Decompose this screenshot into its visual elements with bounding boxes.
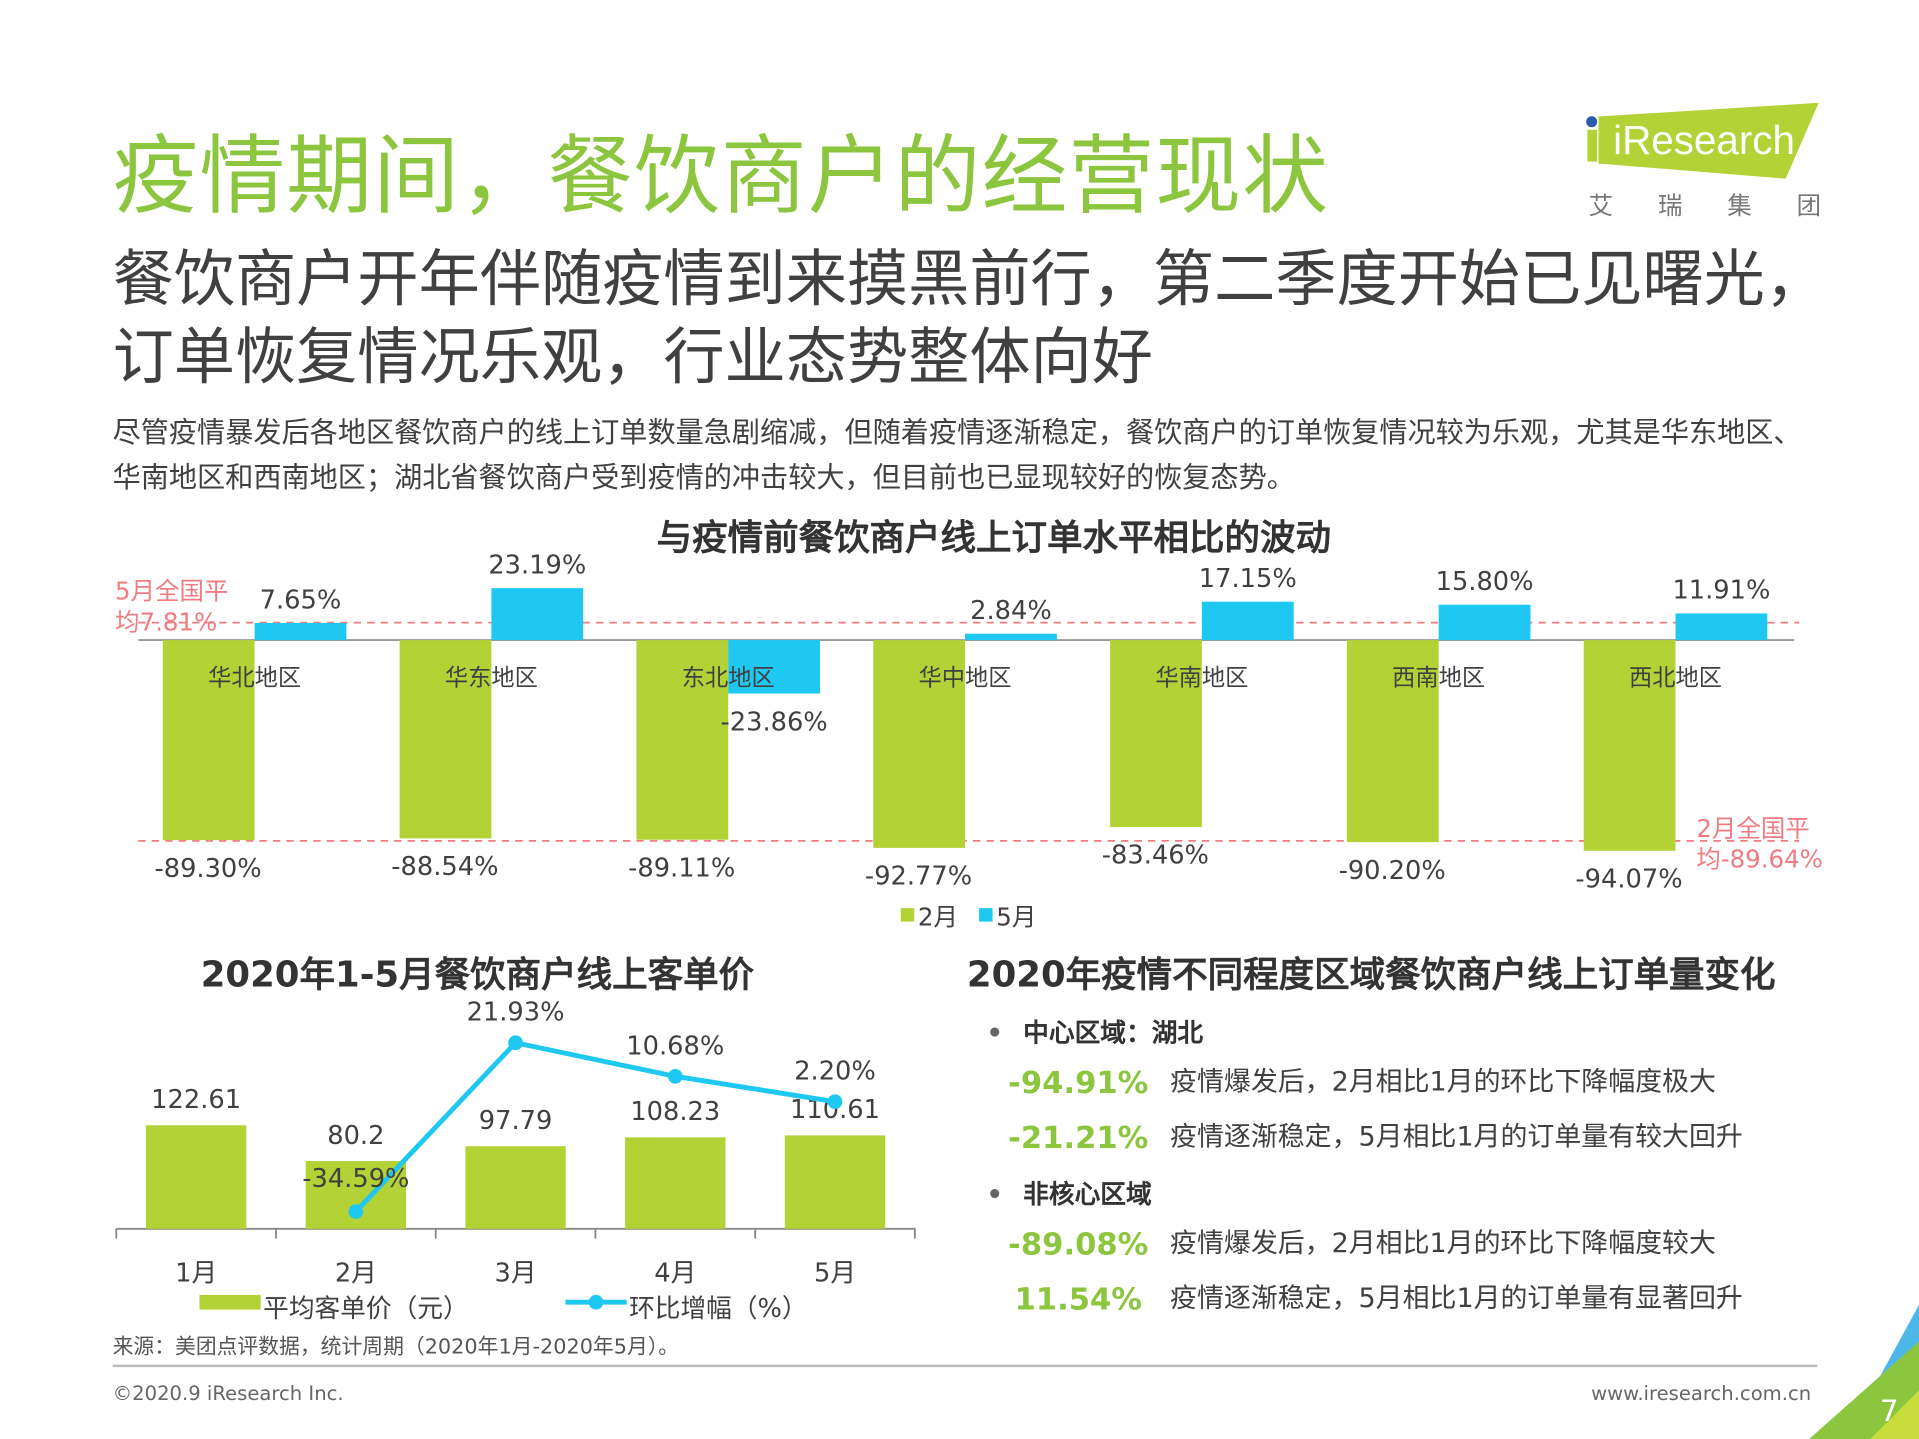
- bar-avg-price: [465, 1146, 566, 1229]
- bar-avg-price: [145, 1125, 247, 1229]
- logo-cn-char: 艾: [1588, 190, 1614, 221]
- logo-text: iResearch: [1613, 117, 1795, 163]
- reference-label: 2月全国平: [1696, 814, 1809, 843]
- bar-avg-price: [784, 1135, 886, 1229]
- list-item: 11.54% 疫情逐渐稳定，5月相比1月的订单量有显著回升: [1014, 1281, 1743, 1317]
- bar-feb: [399, 640, 492, 839]
- chart1-title: 与疫情前餐饮商户线上订单水平相比的波动: [656, 516, 1331, 559]
- bar-feb: [636, 640, 729, 840]
- category-label: 西北地区: [1629, 664, 1722, 691]
- bar-feb: [1583, 640, 1676, 851]
- legend-label: 平均客单价（元）: [263, 1294, 469, 1324]
- data-label: 2.84%: [970, 596, 1052, 626]
- reference-label: 均7.81%: [115, 607, 217, 636]
- bar-feb: [1110, 640, 1202, 828]
- bar-may: [254, 622, 347, 641]
- data-label: 122.61: [151, 1085, 241, 1115]
- region-change-list: • 中心区域：湖北 -94.91% 疫情爆发后，2月相比1月的环比下降幅度极大 -2…: [986, 1011, 1843, 1327]
- chart2-title: 2020年1-5月餐饮商户线上客单价: [200, 953, 755, 996]
- growth-label: -34.59%: [302, 1164, 409, 1194]
- bar-feb: [873, 640, 966, 848]
- data-label: -90.20%: [1339, 856, 1446, 886]
- data-label: -88.54%: [391, 852, 498, 882]
- legend-label: 5月: [996, 902, 1036, 931]
- page-number: 7: [1880, 1394, 1899, 1428]
- bar-may: [1675, 613, 1768, 641]
- category-label: 华北地区: [208, 664, 301, 691]
- bar-feb: [162, 640, 255, 841]
- category-label: 2月: [335, 1258, 377, 1288]
- data-label: -94.07%: [1575, 865, 1682, 895]
- data-label: -92.77%: [865, 862, 972, 892]
- bar-feb: [1346, 640, 1439, 843]
- right-panel-title: 2020年疫情不同程度区域餐饮商户线上订单量变化: [966, 953, 1776, 996]
- data-label: -23.86%: [721, 707, 828, 737]
- avg-order-price-chart: 122.611月80.22月97.793月108.234月110.615月-34…: [115, 998, 916, 1324]
- footer-divider: [112, 1364, 1818, 1368]
- copyright: ©2020.9 iResearch Inc.: [112, 1381, 344, 1406]
- growth-label: 21.93%: [467, 998, 565, 1028]
- bar-may: [491, 588, 584, 641]
- category-label: 西南地区: [1392, 664, 1485, 691]
- bar-may: [728, 640, 821, 694]
- category-label: 3月: [495, 1258, 537, 1288]
- legend-label: 环比增幅（%）: [629, 1294, 808, 1324]
- category-label: 5月: [814, 1258, 856, 1288]
- growth-point: [348, 1204, 364, 1219]
- data-label: 7.65%: [260, 585, 342, 615]
- legend-swatch: [900, 908, 915, 922]
- data-label: -89.30%: [154, 854, 261, 884]
- reference-label: 5月全国平: [115, 577, 228, 606]
- data-label: 97.79: [479, 1106, 553, 1136]
- group-heading: • 中心区域：湖北: [986, 1018, 1204, 1048]
- data-label: 17.15%: [1199, 564, 1297, 594]
- category-label: 华中地区: [919, 664, 1012, 691]
- legend-label: 2月: [918, 902, 958, 931]
- bar-may: [1201, 601, 1294, 641]
- website-link[interactable]: www.iresearch.com.cn: [1591, 1381, 1812, 1406]
- growth-point: [667, 1069, 683, 1084]
- data-label: -83.46%: [1102, 841, 1209, 871]
- data-label: 15.80%: [1436, 567, 1534, 597]
- source-note: 来源：美团点评数据，统计周期（2020年1月-2020年5月）。: [112, 1335, 680, 1360]
- corner-decoration: 7: [1809, 1304, 1919, 1439]
- summary-paragraph: 尽管疫情暴发后各地区餐饮商户的线上订单数量急剧缩减，但随着疫情逐渐稳定，餐饮商户…: [112, 417, 1802, 495]
- data-label: 23.19%: [488, 550, 586, 580]
- logo-cn-char: 瑞: [1657, 190, 1683, 221]
- legend-swatch: [199, 1294, 261, 1310]
- logo-cn-char: 集: [1727, 190, 1752, 221]
- category-label: 华南地区: [1155, 664, 1248, 691]
- legend-marker: [588, 1294, 604, 1310]
- category-label: 4月: [654, 1258, 696, 1288]
- logo-cn-char: 团: [1796, 190, 1822, 221]
- growth-line: [354, 1040, 836, 1214]
- reference-label: 均-89.64%: [1696, 845, 1823, 874]
- legend-swatch: [979, 908, 993, 922]
- list-item: -21.21% 疫情逐渐稳定，5月相比1月的订单量有较大回升: [1008, 1119, 1743, 1156]
- bar-may: [1438, 604, 1531, 641]
- growth-point: [508, 1035, 523, 1051]
- category-label: 东北地区: [682, 664, 775, 691]
- category-label: 1月: [175, 1258, 217, 1288]
- bar-avg-price: [625, 1137, 726, 1229]
- bar-may: [965, 633, 1057, 641]
- growth-point: [827, 1094, 843, 1110]
- list-item: -94.91% 疫情爆发后，2月相比1月的环比下降幅度极大: [1008, 1064, 1716, 1101]
- page-title: 疫情期间，餐饮商户的经营现状: [112, 126, 1330, 227]
- subtitle: 餐饮商户开年伴随疫情到来摸黑前行，第二季度开始已见曙光，订单恢复情况乐观，行业态…: [112, 243, 1827, 393]
- growth-label: 10.68%: [626, 1031, 724, 1061]
- iresearch-logo: iResearch 艾 瑞 集 团: [1586, 102, 1831, 221]
- group-heading: • 非核心区域: [986, 1179, 1152, 1210]
- data-label: 108.23: [630, 1097, 720, 1127]
- category-label: 华东地区: [445, 664, 538, 691]
- data-label: 11.91%: [1672, 576, 1770, 606]
- data-label: -89.11%: [628, 853, 735, 883]
- data-label: 80.2: [327, 1121, 384, 1151]
- list-item: -89.08% 疫情爆发后，2月相比1月的环比下降幅度较大: [1008, 1226, 1716, 1262]
- growth-label: 2.20%: [794, 1057, 876, 1087]
